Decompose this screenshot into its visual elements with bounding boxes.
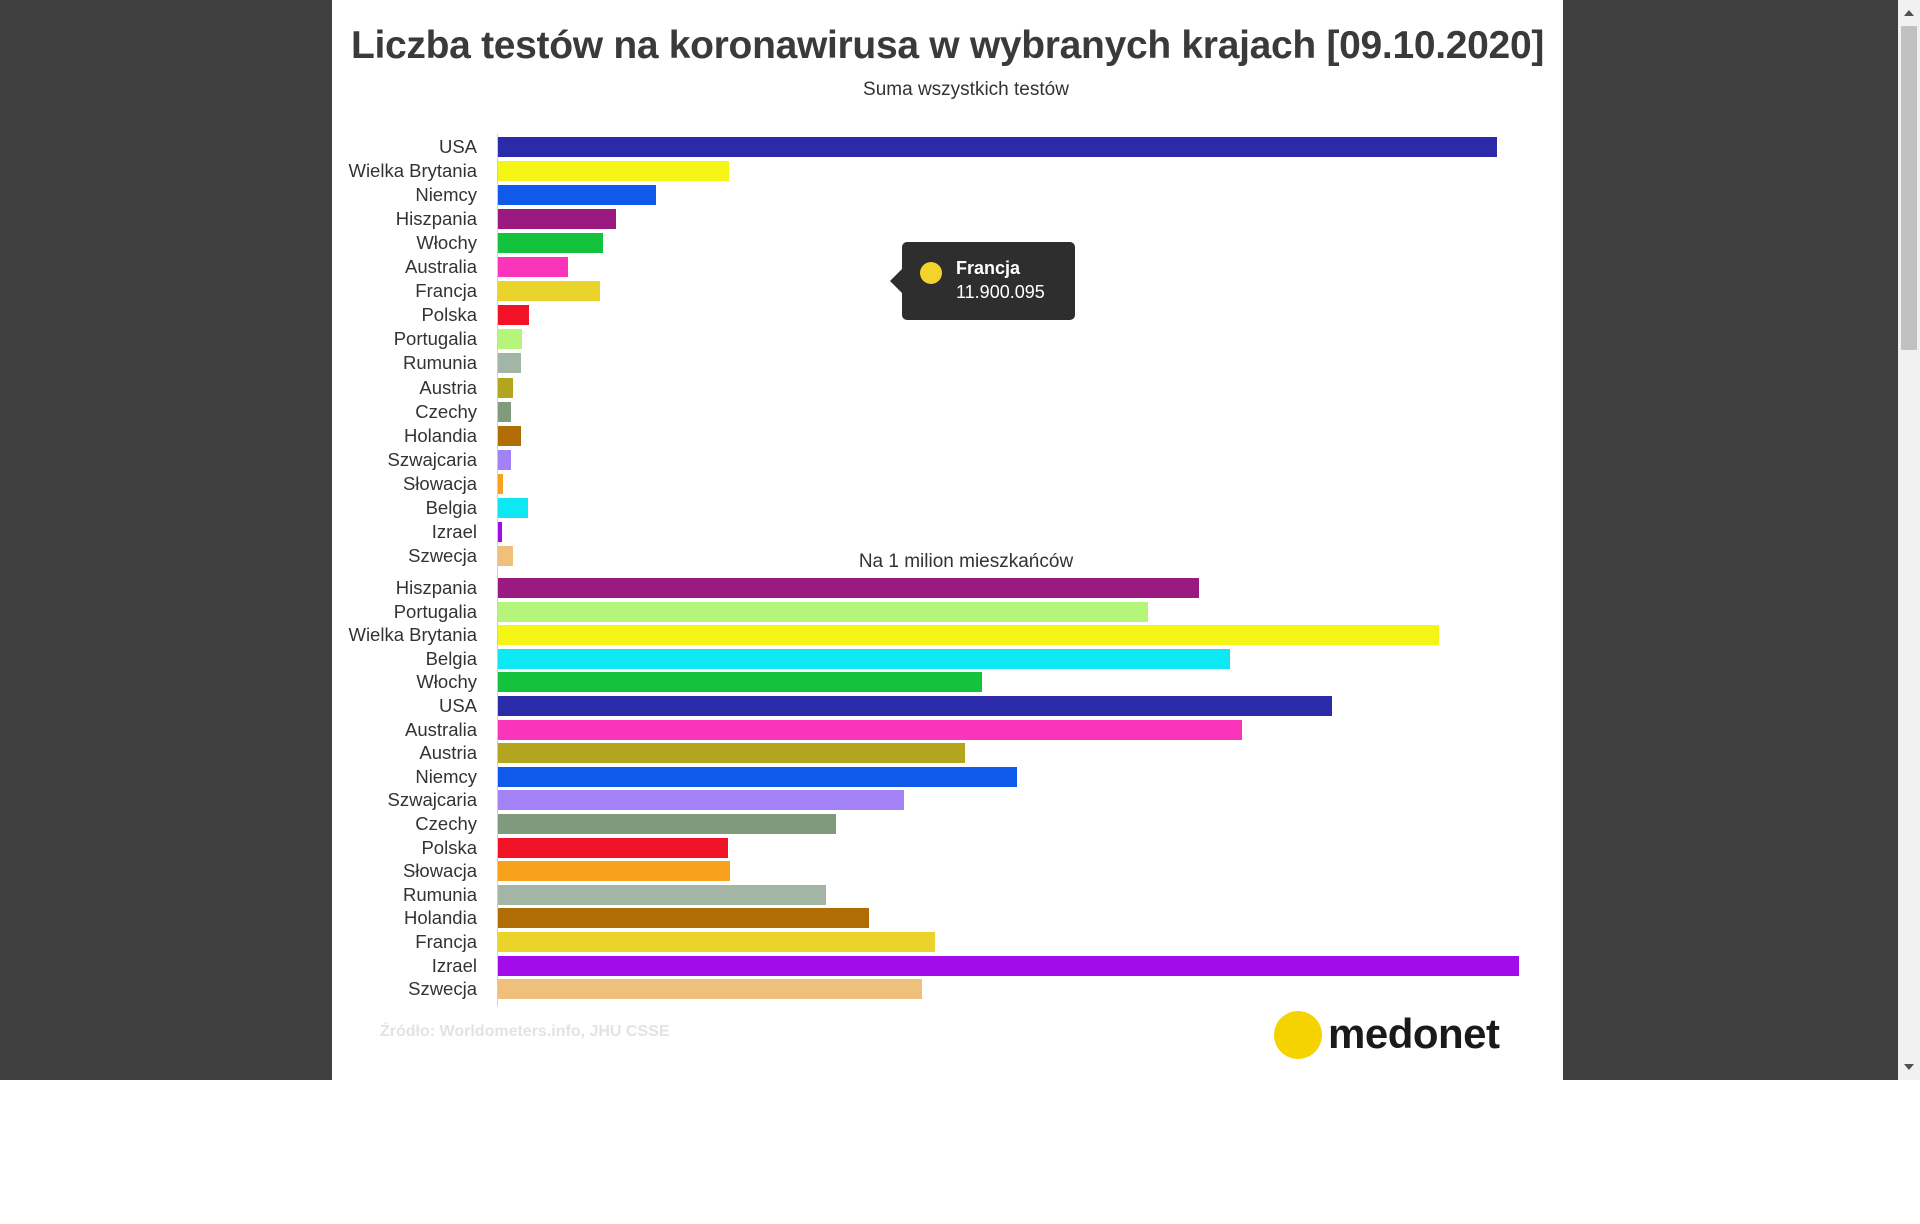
chart2-category-label: Hiszpania — [395, 577, 477, 598]
chart2-category-label: Belgia — [425, 647, 477, 669]
chart2-category-label: Polska — [421, 836, 477, 858]
chart1-bar[interactable] — [498, 377, 514, 398]
chart2-category-label: USA — [438, 695, 477, 716]
chart1-bar[interactable] — [498, 353, 522, 374]
chart1-category-label: Austria — [419, 376, 477, 398]
chart1-title: Suma wszystkich testów — [863, 79, 1069, 100]
chart2-title: Na 1 milion mieszkańców — [858, 551, 1074, 572]
chart2-category-label: Holandia — [403, 907, 477, 929]
chart1-bar[interactable] — [498, 449, 511, 470]
chart2-bar[interactable] — [498, 932, 935, 952]
chart2-category-label: Włochy — [416, 671, 477, 693]
chart2-category-label: Wielka Brytania — [348, 624, 477, 646]
chart2-category-label: Rumunia — [402, 883, 477, 905]
chart2-category-label: Izrael — [431, 954, 477, 976]
chart2-bar[interactable] — [498, 625, 1439, 646]
chart2-bar[interactable] — [498, 578, 1200, 598]
scroll-thumb[interactable] — [1901, 26, 1917, 350]
chart2-category-label: Słowacja — [402, 860, 477, 882]
chart2-bar[interactable] — [498, 601, 1148, 622]
chart2-category-label: Portugalia — [393, 600, 477, 622]
chart1-bar[interactable] — [498, 305, 529, 326]
chart2-bar[interactable] — [498, 837, 728, 858]
source-note: Źródło: Worldometers.info, JHU CSSE — [380, 1023, 670, 1040]
chart1-category-label: Wielka Brytania — [348, 160, 477, 182]
chart1-bar[interactable] — [498, 209, 616, 230]
scroll-down-arrow-icon[interactable] — [1904, 1064, 1914, 1070]
chart1-category-label: Szwecja — [408, 544, 477, 566]
chart-title: Liczba testów na koronawirusa w wybranyc… — [350, 24, 1545, 67]
chart1-category-label: Polska — [421, 304, 477, 326]
chart1-category-label: Czechy — [415, 400, 477, 422]
chart1-bar[interactable] — [498, 233, 604, 254]
chart1-bar[interactable] — [498, 473, 503, 494]
chart2-category-label: Australia — [405, 718, 477, 740]
chart1-bar[interactable] — [498, 497, 528, 518]
tooltip: Francja 11.900.095 — [890, 242, 1075, 320]
chart1-bar[interactable] — [498, 521, 502, 542]
chart1-category-label: Belgia — [425, 496, 477, 518]
chart1-bar[interactable] — [498, 185, 657, 206]
chart2-bar[interactable] — [498, 790, 904, 811]
chart1-category-label: Niemcy — [415, 184, 477, 206]
scroll-up-arrow-icon[interactable] — [1904, 10, 1914, 16]
chart2-category-label: Szwajcaria — [387, 789, 477, 811]
chart2-bar[interactable] — [498, 955, 1519, 976]
chart1-bar[interactable] — [498, 281, 600, 302]
chart2-bar[interactable] — [498, 908, 870, 929]
chart2-bar[interactable] — [498, 814, 837, 834]
logo-dot — [1274, 1011, 1322, 1059]
vertical-scrollbar[interactable] — [1898, 0, 1920, 1080]
chart1-bar[interactable] — [498, 137, 1498, 157]
chart1-category-label: Australia — [405, 256, 477, 278]
chart1-category-label: Holandia — [403, 424, 477, 446]
chart1-bar[interactable] — [498, 545, 514, 566]
chart1-category-label: Włochy — [416, 232, 477, 254]
chart1-bar[interactable] — [498, 329, 522, 350]
chart1-bar[interactable] — [498, 161, 729, 182]
chart1-bar[interactable] — [498, 257, 569, 278]
tooltip-color-dot — [920, 262, 942, 284]
chart1-bar[interactable] — [498, 401, 511, 422]
chart2-bar[interactable] — [498, 672, 982, 693]
chart2-bar[interactable] — [498, 719, 1243, 740]
chart2-bar[interactable] — [498, 884, 826, 905]
chart2-category-label: Niemcy — [415, 765, 477, 787]
chart1-category-label: Francja — [415, 280, 477, 302]
tooltip-value: 11.900.095 — [956, 282, 1045, 302]
chart2-bar[interactable] — [498, 648, 1230, 669]
chart1-category-label: Izrael — [431, 520, 477, 542]
chart1-category-label: Słowacja — [402, 472, 477, 494]
chart-card: Liczba testów na koronawirusa w wybranyc… — [332, 0, 1563, 1080]
chart2-axis — [497, 572, 498, 1006]
chart1-bar[interactable] — [498, 425, 522, 446]
chart1-category-label: Szwajcaria — [387, 448, 477, 470]
chart2-category-label: Czechy — [415, 813, 477, 834]
chart2-category-label: Francja — [415, 931, 477, 952]
chart2-bar[interactable] — [498, 766, 1017, 787]
chart1-category-label: Hiszpania — [395, 208, 477, 230]
chart2-category-label: Austria — [419, 742, 477, 764]
chart1-category-label: Rumunia — [402, 352, 477, 374]
chart2-category-label: Szwecja — [408, 978, 477, 1000]
chart2-bar[interactable] — [498, 743, 966, 764]
chart1-axis — [497, 134, 498, 572]
logo-text: medonet — [1328, 1010, 1500, 1057]
chart2-bar[interactable] — [498, 861, 730, 882]
chart2-bar[interactable] — [498, 696, 1333, 716]
tooltip-country: Francja — [956, 258, 1021, 278]
chart2-bar[interactable] — [498, 979, 923, 1000]
chart1-category-label: Portugalia — [393, 328, 477, 350]
chart1-category-label: USA — [438, 136, 477, 157]
tooltip-arrow — [890, 269, 902, 293]
